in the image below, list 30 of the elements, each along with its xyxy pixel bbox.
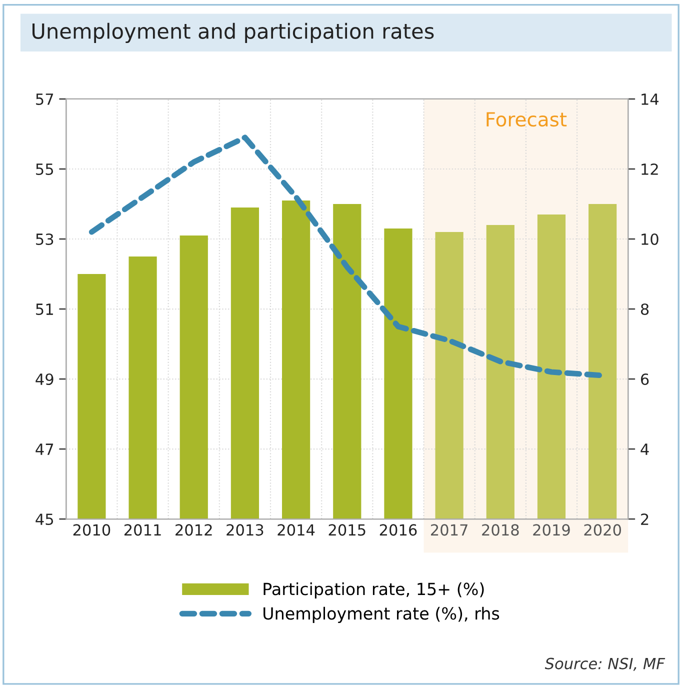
band-label: Forecast (486, 112, 567, 127)
source-note: Source: NSI, MF (544, 658, 666, 671)
legend-label: Unemployment rate (%), rhs (264, 606, 500, 623)
x-tick-label: 2019 (533, 524, 570, 536)
x-tick-label: 2014 (278, 524, 315, 536)
y2-tick-label: 8 (640, 303, 649, 316)
y-tick-label: 53 (36, 233, 54, 246)
y2-tick-label: 2 (641, 513, 648, 525)
y2-tick-label: 12 (642, 163, 658, 175)
y-tick-label: 47 (36, 444, 54, 455)
x-tick-label: 2015 (328, 524, 366, 536)
chart-title: Unemployment and participation rates (32, 22, 434, 44)
y2-tick-label: 6 (640, 373, 649, 386)
x-tick-label: 2010 (73, 524, 110, 536)
x-tick-label: 2013 (226, 524, 264, 536)
y-tick-label: 45 (36, 514, 54, 526)
x-tick-label: 2012 (176, 524, 212, 536)
x-tick-label: 2011 (124, 524, 161, 536)
y-tick-label: 51 (36, 304, 53, 316)
y2-tick-label: 10 (642, 233, 658, 246)
y2-tick-label: 14 (642, 94, 659, 105)
y-tick-label: 49 (36, 373, 54, 386)
y2-tick-label: 4 (640, 444, 649, 455)
legend-label: Participation rate, 15+ (%) (264, 582, 484, 599)
y-tick-label: 57 (36, 94, 54, 106)
x-tick-label: 2018 (482, 524, 519, 536)
y-tick-label: 55 (36, 164, 54, 176)
x-tick-label: 2016 (380, 524, 417, 536)
x-tick-label: 2020 (584, 524, 622, 536)
x-tick-label: 2017 (430, 524, 468, 536)
